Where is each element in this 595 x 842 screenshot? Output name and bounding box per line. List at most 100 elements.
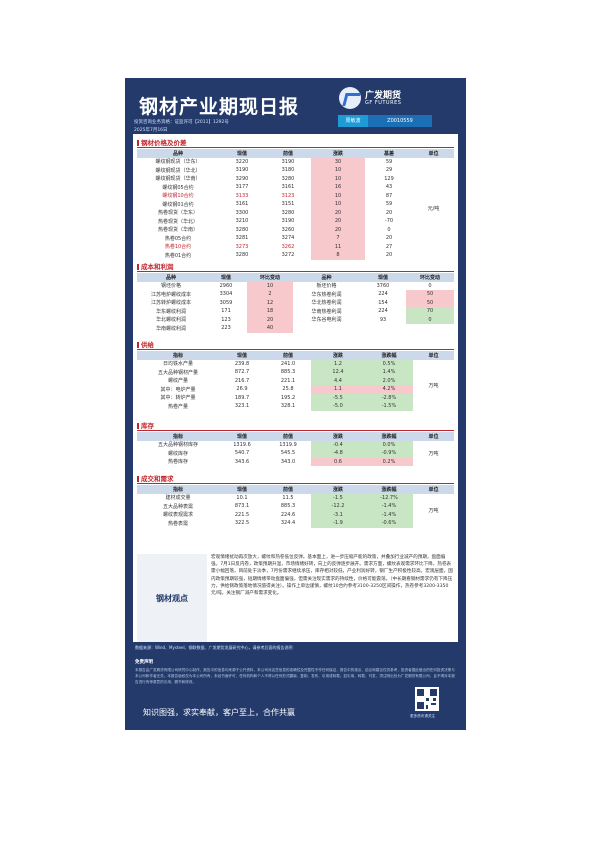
section-title-text: 成本和利润 bbox=[141, 263, 174, 271]
change-value: -1.9 bbox=[311, 519, 365, 528]
disclaimer-text: 本报告由广发期货有限公司研究中心制作，报告中的信息均来源于公开资料，本公司对这些… bbox=[135, 668, 455, 684]
change-percent: -1.4% bbox=[365, 502, 413, 511]
current-value: 3177 bbox=[235, 184, 249, 191]
logo-mark-icon bbox=[339, 87, 361, 109]
table-row: 日均铁水产量 239.8 241.0 1.2 0.5% 万吨 bbox=[137, 359, 454, 411]
change-value: 20 bbox=[247, 315, 293, 324]
supply-table: 指标 现值 前值 涨跌 涨跌幅 单位 日均铁水产量 239.8 241.0 1.2 0.5% 万吨五… bbox=[137, 351, 454, 411]
column-header: 单位 bbox=[413, 351, 454, 360]
current-value: 343.6 bbox=[234, 458, 250, 465]
previous-value: 3123 bbox=[281, 192, 295, 199]
row-name: 螺纹钢现货（华东） bbox=[155, 159, 201, 166]
current-value: 1319.6 bbox=[233, 441, 251, 448]
section-title-text: 供给 bbox=[141, 341, 154, 349]
view-text: 宏观情绪扰动再次放大，螺纹和热卷低位反弹。基本面上，进一步压缩产能的政策，并叠加… bbox=[211, 555, 453, 597]
row-name: 华南热卷利润 bbox=[311, 308, 342, 315]
table-row: 江苏电炉螺纹成本 3304 2 华东热卷利润 224 50 bbox=[137, 290, 454, 299]
table-row: 其中：电炉产量 26.9 25.8 1.1 4.2% bbox=[137, 385, 454, 394]
row-name: 热卷01合约 bbox=[164, 252, 192, 259]
row-name: 五大品种钢材产量 bbox=[157, 369, 198, 376]
row-name: 螺纹钢现货（华南） bbox=[155, 176, 201, 183]
column-header: 现值 bbox=[360, 273, 406, 282]
column-header: 指标 bbox=[137, 485, 219, 494]
basis-value: 43 bbox=[385, 184, 393, 191]
change-value: 1.2 bbox=[311, 359, 365, 368]
current-value: 224 bbox=[378, 291, 388, 298]
current-value: 3280 bbox=[235, 252, 249, 259]
change-value: -12.2 bbox=[311, 502, 365, 511]
change-value: 50 bbox=[406, 298, 454, 307]
column-header: 涨跌幅 bbox=[365, 432, 413, 441]
column-header: 指标 bbox=[137, 351, 219, 360]
column-header: 涨跌 bbox=[311, 485, 365, 494]
previous-value: 221.1 bbox=[280, 377, 296, 384]
qr-code-icon[interactable] bbox=[415, 687, 439, 711]
table-row: 五大品种钢材库存 1319.6 1319.9 -0.4 0.0% 万吨 bbox=[137, 440, 454, 466]
previous-value: 885.3 bbox=[280, 369, 296, 376]
table-row: 热卷表需 322.5 324.4 -1.9 -0.6% bbox=[137, 519, 454, 528]
price-table: 品种 现值 前值 涨跌 基差 单位 螺纹钢现货（华东） 3220 3190 30 59 元/吨 螺纹钢… bbox=[137, 149, 454, 260]
table-row: 热卷现货（华北） 3210 3190 20 -70 bbox=[137, 217, 454, 226]
change-value: 50 bbox=[406, 290, 454, 299]
row-name: 螺纹钢01合约 bbox=[162, 201, 194, 208]
report-date: 2025年7月16日 bbox=[134, 128, 168, 133]
table-row: 螺纹钢现货（华南） 3290 3280 10 129 bbox=[137, 174, 454, 183]
previous-value: 25.8 bbox=[282, 386, 294, 393]
current-value: 154 bbox=[378, 299, 388, 306]
section-bar-icon bbox=[137, 140, 139, 146]
column-header: 指标 bbox=[137, 432, 219, 441]
table-row: 螺纹钢05合约 3177 3161 16 43 bbox=[137, 183, 454, 192]
change-value: 40 bbox=[247, 324, 293, 333]
logo-name-cn: 广发期货 bbox=[365, 91, 402, 101]
report-title: 钢材产业期现日报 bbox=[139, 96, 300, 118]
change-value: 20 bbox=[311, 208, 365, 217]
column-header: 涨跌幅 bbox=[365, 351, 413, 360]
row-name bbox=[293, 324, 360, 333]
company-slogan: 知识图强，求实奉献，客户至上，合作共赢 bbox=[143, 708, 295, 717]
table-row: 螺纹钢现货（华北） 3190 3180 10 29 bbox=[137, 166, 454, 175]
table-row: 江苏转炉螺纹成本 3059 12 华北热卷利润 154 50 bbox=[137, 298, 454, 307]
current-value: 2960 bbox=[219, 282, 233, 289]
row-name: 日均铁水产量 bbox=[162, 361, 193, 368]
unit-label: 元/吨 bbox=[413, 157, 454, 260]
table-row: 热卷现货（华南） 3280 3260 20 0 bbox=[137, 225, 454, 234]
row-name: 螺纹产量 bbox=[167, 378, 188, 385]
column-header: 前值 bbox=[265, 149, 311, 158]
change-value: 10 bbox=[311, 166, 365, 175]
basis-value: 59 bbox=[385, 201, 393, 208]
current-value: 3290 bbox=[235, 175, 249, 182]
current-value: 3280 bbox=[235, 226, 249, 233]
previous-value: 3151 bbox=[281, 201, 295, 208]
previous-value: 3262 bbox=[281, 243, 295, 250]
current-value: 872.7 bbox=[234, 369, 250, 376]
current-value: 224 bbox=[378, 308, 388, 315]
change-value: 4.4 bbox=[311, 376, 365, 385]
row-name: 江苏转炉螺纹成本 bbox=[150, 300, 191, 307]
change-value: 70 bbox=[406, 307, 454, 316]
row-name: 螺纹钢05合约 bbox=[162, 184, 194, 191]
table-row: 华东螺纹利润 171 18 华南热卷利润 224 70 bbox=[137, 307, 454, 316]
table-row: 热卷现货（华东） 3300 3280 20 20 bbox=[137, 208, 454, 217]
table-row: 五大品种钢材产量 872.7 885.3 12.4 1.4% bbox=[137, 368, 454, 377]
current-value: 323.1 bbox=[234, 403, 250, 410]
current-value: 221.5 bbox=[234, 511, 250, 518]
current-value: 239.8 bbox=[234, 360, 250, 367]
current-value: 3760 bbox=[376, 282, 390, 289]
row-name: 热卷库存 bbox=[167, 459, 188, 466]
row-name: 热卷表需 bbox=[167, 520, 188, 527]
change-value: 11 bbox=[311, 242, 365, 251]
column-header: 涨跌 bbox=[311, 351, 365, 360]
previous-value: 3280 bbox=[281, 209, 295, 216]
report-header: 钢材产业期现日报 投资咨询业务资格：证监许可【2011】1292号 2025年7… bbox=[125, 78, 466, 134]
previous-value: 3180 bbox=[281, 167, 295, 174]
table-row: 钢坯价格 2960 10 板坯价格 3760 0 bbox=[137, 281, 454, 290]
column-header: 品种 bbox=[137, 149, 219, 158]
basis-value: 0 bbox=[387, 226, 391, 233]
current-value: 3273 bbox=[235, 243, 249, 250]
change-value: 20 bbox=[311, 217, 365, 226]
current-value: 223 bbox=[221, 325, 231, 332]
previous-value: 3260 bbox=[281, 226, 295, 233]
column-header: 涨跌 bbox=[311, 432, 365, 441]
column-header: 前值 bbox=[265, 432, 311, 441]
change-value: 10 bbox=[311, 200, 365, 209]
